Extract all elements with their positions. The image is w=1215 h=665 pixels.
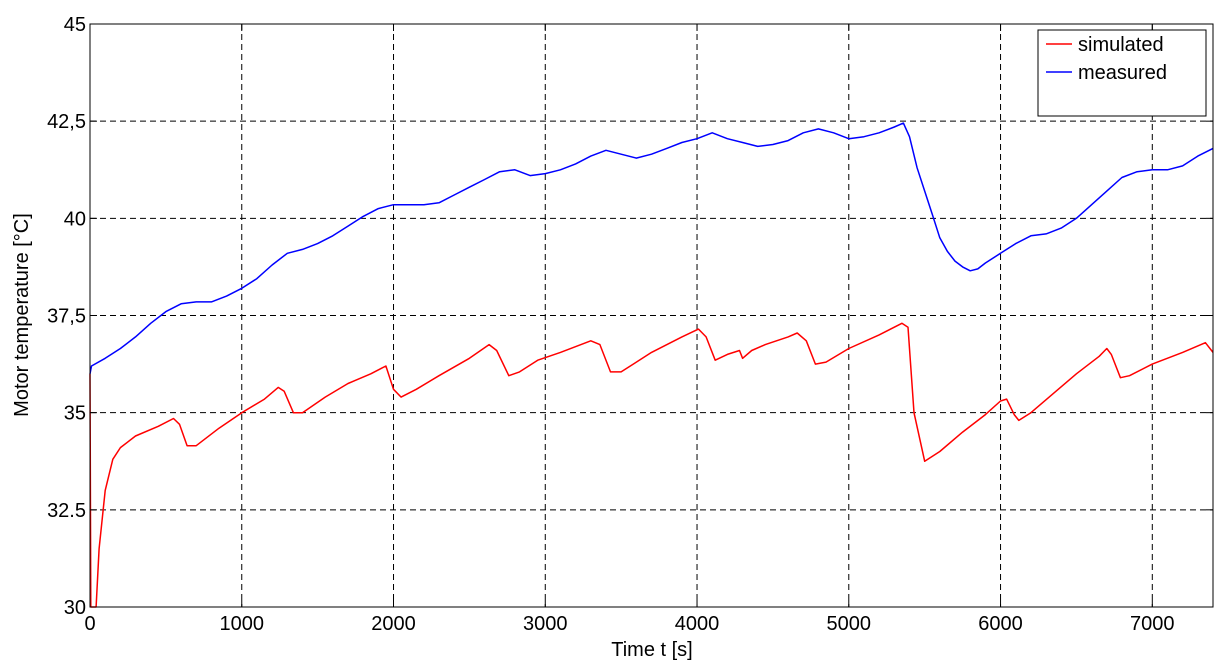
y-tick-label: 37,5 [47,306,86,328]
x-tick-label: 1000 [220,613,265,635]
y-axis-label: Motor temperature [°C] [11,213,33,417]
x-tick-label: 6000 [978,613,1023,635]
y-tick-label: 35 [64,403,86,425]
legend-label-measured: measured [1078,62,1167,84]
x-axis-label: Time t [s] [611,639,692,660]
legend-label-simulated: simulated [1078,34,1164,56]
y-tick-label: 40 [64,208,86,230]
ticks: 0 1000 2000 3000 4000 5000 6000 7000 30 32.5 35 37,… [47,14,1213,635]
legend: simulated measured [1037,29,1207,117]
y-tick-label: 45 [64,14,86,36]
x-tick-label: 4000 [675,613,720,635]
y-tick-label: 32.5 [47,500,86,522]
x-tick-label: 0 [84,613,95,635]
series-line-simulated [89,322,1214,608]
series-line-measured [89,122,1214,374]
x-tick-label: 5000 [827,613,872,635]
series-layer [89,122,1214,608]
y-tick-label: 30 [64,597,86,619]
grid [90,24,1213,607]
x-tick-label: 7000 [1130,613,1175,635]
y-tick-label: 42,5 [47,111,86,133]
x-tick-label: 3000 [523,613,568,635]
x-tick-label: 2000 [371,613,416,635]
